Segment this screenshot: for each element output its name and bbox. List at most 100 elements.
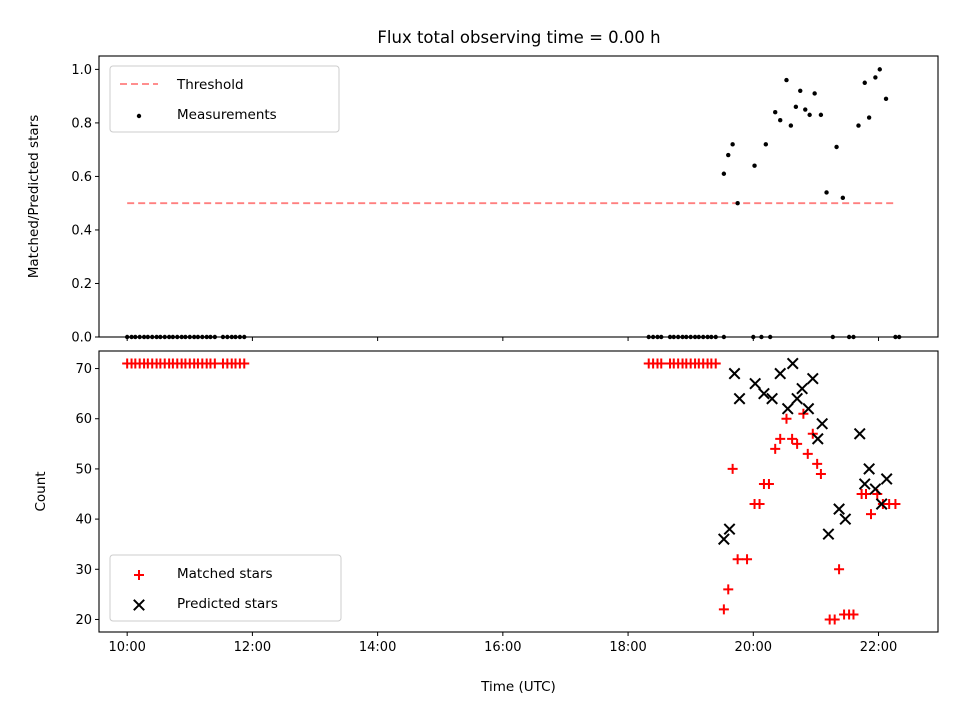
predicted-point — [811, 432, 824, 445]
matched-point — [775, 433, 786, 444]
measurements-point — [730, 142, 735, 147]
legend-label: Predicted stars — [177, 596, 278, 612]
matched-point — [718, 604, 729, 615]
matched-point — [787, 433, 798, 444]
matched-point — [792, 438, 803, 449]
measurements-point — [862, 80, 867, 85]
matched-point — [812, 458, 823, 469]
measurements-point — [856, 123, 861, 128]
matched-point — [770, 443, 781, 454]
matched-point — [866, 509, 877, 520]
x-tick-label: 22:00 — [860, 640, 897, 655]
chart-title: Flux total observing time = 0.00 h — [377, 28, 660, 47]
matched-point — [815, 468, 826, 479]
measurements-point — [866, 115, 872, 120]
predicted-point — [858, 478, 871, 490]
measurements-point — [778, 118, 783, 123]
legend-handle-predicted — [133, 599, 145, 611]
predicted-point — [781, 402, 794, 415]
matched-point — [829, 614, 840, 625]
matched-point — [763, 478, 774, 489]
predicted-point — [766, 392, 778, 405]
matched-point — [890, 499, 901, 510]
measurements-point — [788, 123, 794, 128]
matched-point — [710, 358, 721, 369]
matched-point — [754, 499, 765, 510]
measurements-point — [873, 75, 878, 80]
matched-point — [802, 448, 813, 459]
legend-box — [109, 554, 342, 622]
legend: Threshold Measurements — [109, 65, 340, 133]
measurements-point — [807, 112, 812, 118]
measurements-point — [721, 171, 727, 176]
measurements-point — [726, 152, 731, 158]
measurements-point — [883, 96, 889, 102]
predicted-point — [796, 382, 809, 395]
axes-frame — [98, 350, 939, 633]
matched-series — [122, 358, 901, 625]
predicted-point — [723, 523, 736, 536]
y-axis-label: Count — [33, 471, 49, 511]
measurements-point — [752, 163, 757, 168]
matched-point — [781, 413, 792, 424]
matched-point — [742, 554, 753, 565]
y-axis-label: Matched/Predicted stars — [26, 115, 42, 278]
measurements-point — [818, 112, 824, 118]
measurements-point — [784, 77, 789, 83]
predicted-point — [733, 392, 746, 405]
predicted-point — [791, 392, 804, 405]
predicted-point — [717, 533, 730, 546]
y-tick-label: 40 — [75, 513, 92, 528]
x-tick-label: 12:00 — [234, 640, 271, 655]
predicted-point — [833, 503, 845, 515]
measurements-point — [840, 195, 846, 201]
matched-point — [239, 358, 250, 369]
y-tick-label: 70 — [75, 362, 92, 377]
measurements-point — [834, 144, 839, 150]
y-tick-label: 60 — [75, 412, 92, 427]
predicted-point — [822, 528, 835, 541]
measurements-point — [824, 190, 829, 195]
predicted-point — [869, 483, 882, 495]
matched-point — [848, 609, 859, 620]
x-tick-label: 20:00 — [735, 640, 772, 655]
x-tick-label: 18:00 — [609, 640, 646, 655]
x-tick-label: 14:00 — [359, 640, 396, 655]
measurements-point — [735, 200, 740, 206]
legend: Matched stars Predicted stars — [109, 554, 342, 622]
top-panel-ratio: 0.0 0.2 0.4 0.6 0.8 1.0 Matched/Predicted star… — [26, 55, 939, 346]
measurements-point — [793, 104, 799, 110]
y-tick-label: 30 — [75, 563, 92, 578]
predicted-point — [774, 367, 787, 380]
y-tick-label: 0.8 — [71, 116, 92, 131]
measurements-point — [812, 91, 817, 96]
y-tick-label: 0.4 — [71, 223, 92, 238]
predicted-point — [839, 513, 852, 526]
bottom-panel-counts: 20 30 40 50 60 70 10:00 12:00 14:00 16:00 18:00 20:… — [33, 350, 939, 695]
predicted-point — [728, 367, 741, 380]
y-tick-label: 0.0 — [71, 331, 92, 346]
legend-label: Measurements — [177, 107, 277, 123]
predicted-point — [758, 387, 770, 400]
predicted-point — [880, 473, 893, 485]
predicted-point — [875, 498, 888, 510]
predicted-point — [806, 372, 819, 385]
predicted-series — [717, 357, 893, 546]
matched-point — [860, 489, 871, 500]
matched-point — [656, 358, 667, 369]
measurements-point — [798, 88, 803, 93]
matched-point — [732, 554, 743, 565]
matched-point — [723, 584, 734, 595]
predicted-point — [786, 357, 799, 370]
x-tick-label: 16:00 — [484, 640, 521, 655]
legend-label: Threshold — [176, 77, 244, 93]
y-tick-label: 1.0 — [71, 63, 92, 78]
predicted-point — [863, 463, 876, 475]
y-tick-label: 50 — [75, 462, 92, 477]
x-axis-label: Time (UTC) — [480, 679, 556, 695]
y-tick-label: 0.2 — [71, 277, 92, 292]
measurements-point — [803, 107, 808, 112]
predicted-point — [749, 377, 762, 390]
legend-handle-measurements — [136, 113, 142, 119]
